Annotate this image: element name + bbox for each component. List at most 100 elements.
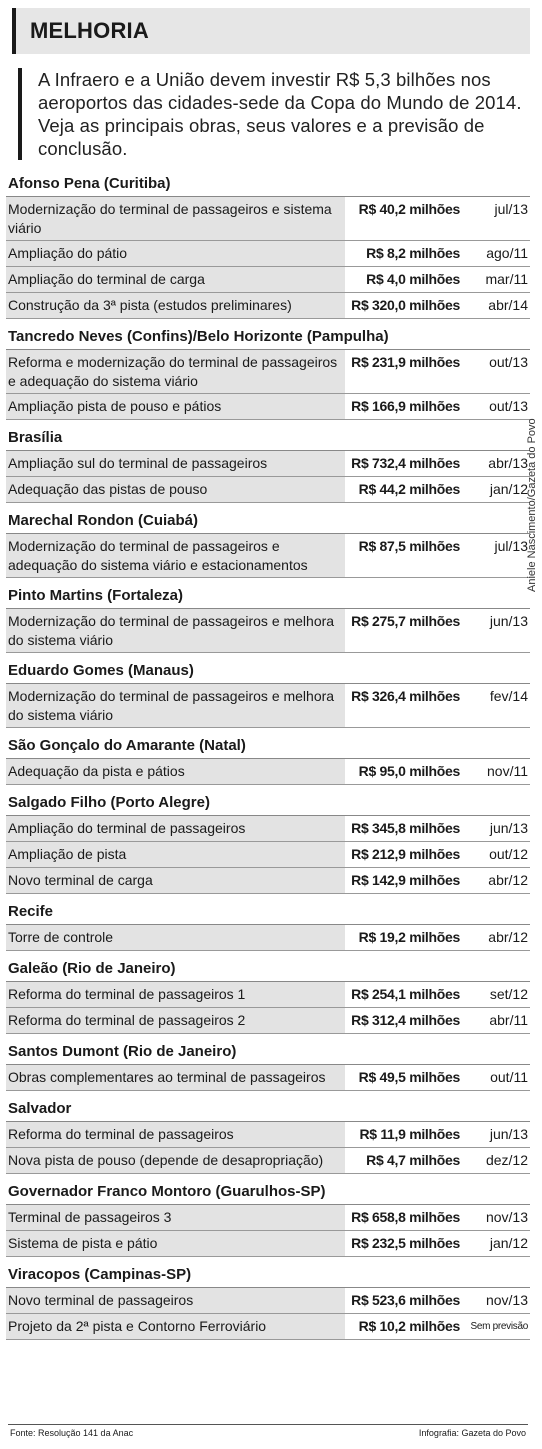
work-row: Construção da 3ª pista (estudos prelimin… (6, 293, 530, 319)
header-bar: MELHORIA (12, 8, 530, 54)
photo-credit-text: Aniele Nascimento/Gazeta do Povo (526, 418, 538, 592)
work-completion-date: Sem previsão (470, 1321, 528, 1332)
work-row: Modernização do terminal de passageiros … (6, 684, 530, 728)
airport-section: Marechal Rondon (Cuiabá) Modernização do … (6, 509, 530, 578)
work-value: R$ 19,2 milhões (358, 929, 461, 945)
work-row: Projeto da 2ª pista e Contorno Ferroviár… (6, 1314, 530, 1340)
work-row: Ampliação de pista R$ 212,9 milhões out/12 (6, 842, 530, 868)
work-completion-date: abr/13 (488, 455, 528, 471)
work-description: Novo terminal de passageiros (6, 1288, 346, 1313)
work-completion-date: abr/11 (489, 1012, 528, 1028)
work-description: Modernização do terminal de passageiros … (6, 534, 346, 577)
work-completion-date: jun/13 (489, 1126, 528, 1142)
airport-name: Galeão (Rio de Janeiro) (6, 957, 530, 982)
work-description: Novo terminal de carga (6, 868, 346, 893)
airport-list: Afonso Pena (Curitiba) Modernização do te… (6, 172, 530, 1340)
work-value: R$ 49,5 milhões (358, 1069, 461, 1085)
work-description: Ampliação do terminal de passageiros (6, 816, 346, 841)
work-completion-date: out/13 (489, 354, 528, 370)
work-row: Adequação das pistas de pouso R$ 44,2 mil… (6, 477, 530, 503)
work-description: Ampliação do terminal de carga (6, 267, 346, 292)
work-value: R$ 11,9 milhões (359, 1126, 460, 1142)
work-row: Reforma do terminal de passageiros 1 R$ 2… (6, 982, 530, 1008)
airport-section: Governador Franco Montoro (Guarulhos-SP)… (6, 1180, 530, 1257)
work-completion-date: ago/11 (486, 245, 528, 261)
work-row: Novo terminal de carga R$ 142,9 milhões ab… (6, 868, 530, 894)
work-value: R$ 658,8 milhões (351, 1209, 460, 1225)
work-value: R$ 232,5 milhões (351, 1235, 460, 1251)
work-completion-date: jul/13 (494, 201, 528, 217)
airport-name: Pinto Martins (Fortaleza) (6, 584, 530, 609)
work-completion-date: abr/12 (488, 872, 528, 888)
photo-credit: Aniele Nascimento/Gazeta do Povo (526, 372, 540, 592)
airport-name: Eduardo Gomes (Manaus) (6, 659, 530, 684)
infographic: MELHORIA A Infraero e a União devem inve… (6, 8, 530, 1340)
airport-name: Afonso Pena (Curitiba) (6, 172, 530, 197)
airport-section: Salgado Filho (Porto Alegre) Ampliação do… (6, 791, 530, 894)
work-row: Novo terminal de passageiros R$ 523,6 mil… (6, 1288, 530, 1314)
work-value: R$ 10,2 milhões (358, 1318, 461, 1334)
airport-section: Salvador Reforma do terminal de passageir… (6, 1097, 530, 1174)
work-completion-date: dez/12 (485, 1152, 528, 1168)
work-value: R$ 4,0 milhões (366, 271, 460, 287)
work-completion-date: nov/13 (485, 1209, 528, 1225)
footer: Fonte: Resolução 141 da Anac Infografia:… (8, 1424, 528, 1441)
work-value: R$ 732,4 milhões (351, 455, 460, 471)
work-row: Ampliação do pátio R$ 8,2 milhões ago/11 (6, 241, 530, 267)
page-title: MELHORIA (30, 18, 149, 43)
work-value: R$ 87,5 milhões (358, 538, 461, 554)
airport-name: Marechal Rondon (Cuiabá) (6, 509, 530, 534)
work-value: R$ 523,6 milhões (351, 1292, 460, 1308)
work-description: Reforma e modernização do terminal de pa… (6, 350, 346, 393)
work-description: Ampliação do pátio (6, 241, 346, 266)
work-description: Reforma do terminal de passageiros 2 (6, 1008, 346, 1033)
work-description: Projeto da 2ª pista e Contorno Ferroviár… (6, 1314, 346, 1339)
work-description: Ampliação pista de pouso e pátios (6, 394, 346, 419)
work-description: Obras complementares ao terminal de pass… (6, 1065, 346, 1090)
work-description: Ampliação sul do terminal de passageiros (6, 451, 346, 476)
work-value: R$ 40,2 milhões (358, 201, 461, 217)
airport-section: Tancredo Neves (Confins)/Belo Horizonte … (6, 325, 530, 420)
work-row: Reforma do terminal de passageiros R$ 11,… (6, 1122, 530, 1148)
source-note: Fonte: Resolução 141 da Anac (10, 1428, 134, 1438)
work-value: R$ 95,0 milhões (358, 763, 461, 779)
work-value: R$ 320,0 milhões (351, 297, 460, 313)
work-description: Modernização do terminal de passageiros … (6, 197, 346, 240)
airport-name: Santos Dumont (Rio de Janeiro) (6, 1040, 530, 1065)
work-value: R$ 312,4 milhões (351, 1012, 460, 1028)
work-value: R$ 4,7 milhões (366, 1152, 460, 1168)
work-completion-date: jan/12 (489, 1235, 528, 1251)
work-completion-date: set/12 (489, 986, 528, 1002)
work-value: R$ 275,7 milhões (351, 613, 460, 629)
work-completion-date: jan/12 (489, 481, 528, 497)
work-value: R$ 345,8 milhões (351, 820, 460, 836)
work-completion-date: abr/12 (488, 929, 528, 945)
work-row: Reforma do terminal de passageiros 2 R$ 3… (6, 1008, 530, 1034)
airport-name: Viracopos (Campinas-SP) (6, 1263, 530, 1288)
work-row: Ampliação do terminal de passageiros R$ 3… (6, 816, 530, 842)
work-description: Reforma do terminal de passageiros (6, 1122, 346, 1147)
work-completion-date: out/13 (489, 398, 528, 414)
airport-name: São Gonçalo do Amarante (Natal) (6, 734, 530, 759)
work-completion-date: mar/11 (485, 271, 528, 287)
work-row: Sistema de pista e pátio R$ 232,5 milhões… (6, 1231, 530, 1257)
work-row: Nova pista de pouso (depende de desaprop… (6, 1148, 530, 1174)
intro-text: A Infraero e a União devem investir R$ 5… (18, 68, 530, 160)
airport-section: Pinto Martins (Fortaleza) Modernização do… (6, 584, 530, 653)
airport-name: Salgado Filho (Porto Alegre) (6, 791, 530, 816)
airport-section: Eduardo Gomes (Manaus) Modernização do te… (6, 659, 530, 728)
airport-section: Recife Torre de controle R$ 19,2 milhões ab… (6, 900, 530, 951)
airport-name: Tancredo Neves (Confins)/Belo Horizonte … (6, 325, 530, 350)
work-description: Construção da 3ª pista (estudos prelimin… (6, 293, 346, 318)
airport-name: Recife (6, 900, 530, 925)
work-row: Ampliação sul do terminal de passageiros… (6, 451, 530, 477)
work-row: Modernização do terminal de passageiros … (6, 609, 530, 653)
work-value: R$ 231,9 milhões (351, 354, 460, 370)
work-row: Torre de controle R$ 19,2 milhões abr/12 (6, 925, 530, 951)
work-row: Adequação da pista e pátios R$ 95,0 milhõ… (6, 759, 530, 785)
work-description: Reforma do terminal de passageiros 1 (6, 982, 346, 1007)
work-row: Ampliação do terminal de carga R$ 4,0 mil… (6, 267, 530, 293)
work-description: Sistema de pista e pátio (6, 1231, 346, 1256)
airport-name: Governador Franco Montoro (Guarulhos-SP) (6, 1180, 530, 1205)
work-row: Terminal de passageiros 3 R$ 658,8 milhõe… (6, 1205, 530, 1231)
